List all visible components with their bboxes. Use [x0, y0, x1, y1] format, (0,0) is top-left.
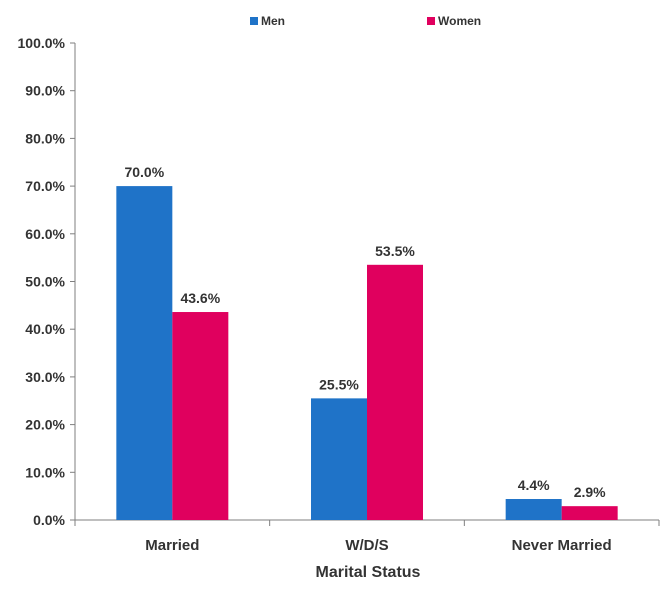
y-tick-label: 80.0% [25, 130, 65, 146]
y-tick-label: 0.0% [33, 512, 65, 528]
bars [116, 186, 618, 520]
bar-women-never-married [561, 506, 618, 520]
bar-men-married [116, 186, 173, 520]
y-tick-label: 70.0% [25, 178, 65, 194]
data-label: 4.4% [518, 477, 550, 493]
y-tick-label: 30.0% [25, 369, 65, 385]
y-tick-label: 20.0% [25, 417, 65, 433]
legend-label-women: Women [438, 14, 481, 28]
y-tick-label: 60.0% [25, 226, 65, 242]
x-tick-label: Married [145, 537, 199, 554]
data-label: 43.6% [180, 290, 220, 306]
y-tick-label: 40.0% [25, 321, 65, 337]
y-tick-label: 100.0% [18, 35, 66, 51]
x-axis: Married W/D/S Never Married [74, 519, 660, 554]
y-tick-label: 50.0% [25, 274, 65, 290]
bar-women-married [172, 312, 229, 520]
legend-swatch-women [427, 17, 435, 25]
data-label: 70.0% [124, 164, 164, 180]
legend-label-men: Men [261, 14, 285, 28]
data-labels: 70.0% 25.5% 4.4% 43.6% 53.5% 2.9% [124, 164, 606, 500]
bar-women-w-d-s [367, 264, 423, 520]
bar-men-w-d-s [311, 398, 367, 520]
data-label: 2.9% [574, 484, 606, 500]
y-axis: 0.0% 10.0% 20.0% 30.0% 40.0% 50.0% 60.0% 70.0% 8… [18, 35, 76, 528]
data-label: 25.5% [319, 376, 359, 392]
legend-swatch-men [250, 17, 258, 25]
data-label: 53.5% [375, 243, 415, 259]
y-tick-label: 10.0% [25, 464, 65, 480]
bar-men-never-married [505, 499, 562, 520]
x-axis-title: Marital Status [316, 564, 421, 581]
x-tick-label: W/D/S [345, 537, 388, 554]
legend: Men Women [250, 14, 481, 28]
x-tick-label: Never Married [512, 537, 612, 554]
y-tick-label: 90.0% [25, 83, 65, 99]
